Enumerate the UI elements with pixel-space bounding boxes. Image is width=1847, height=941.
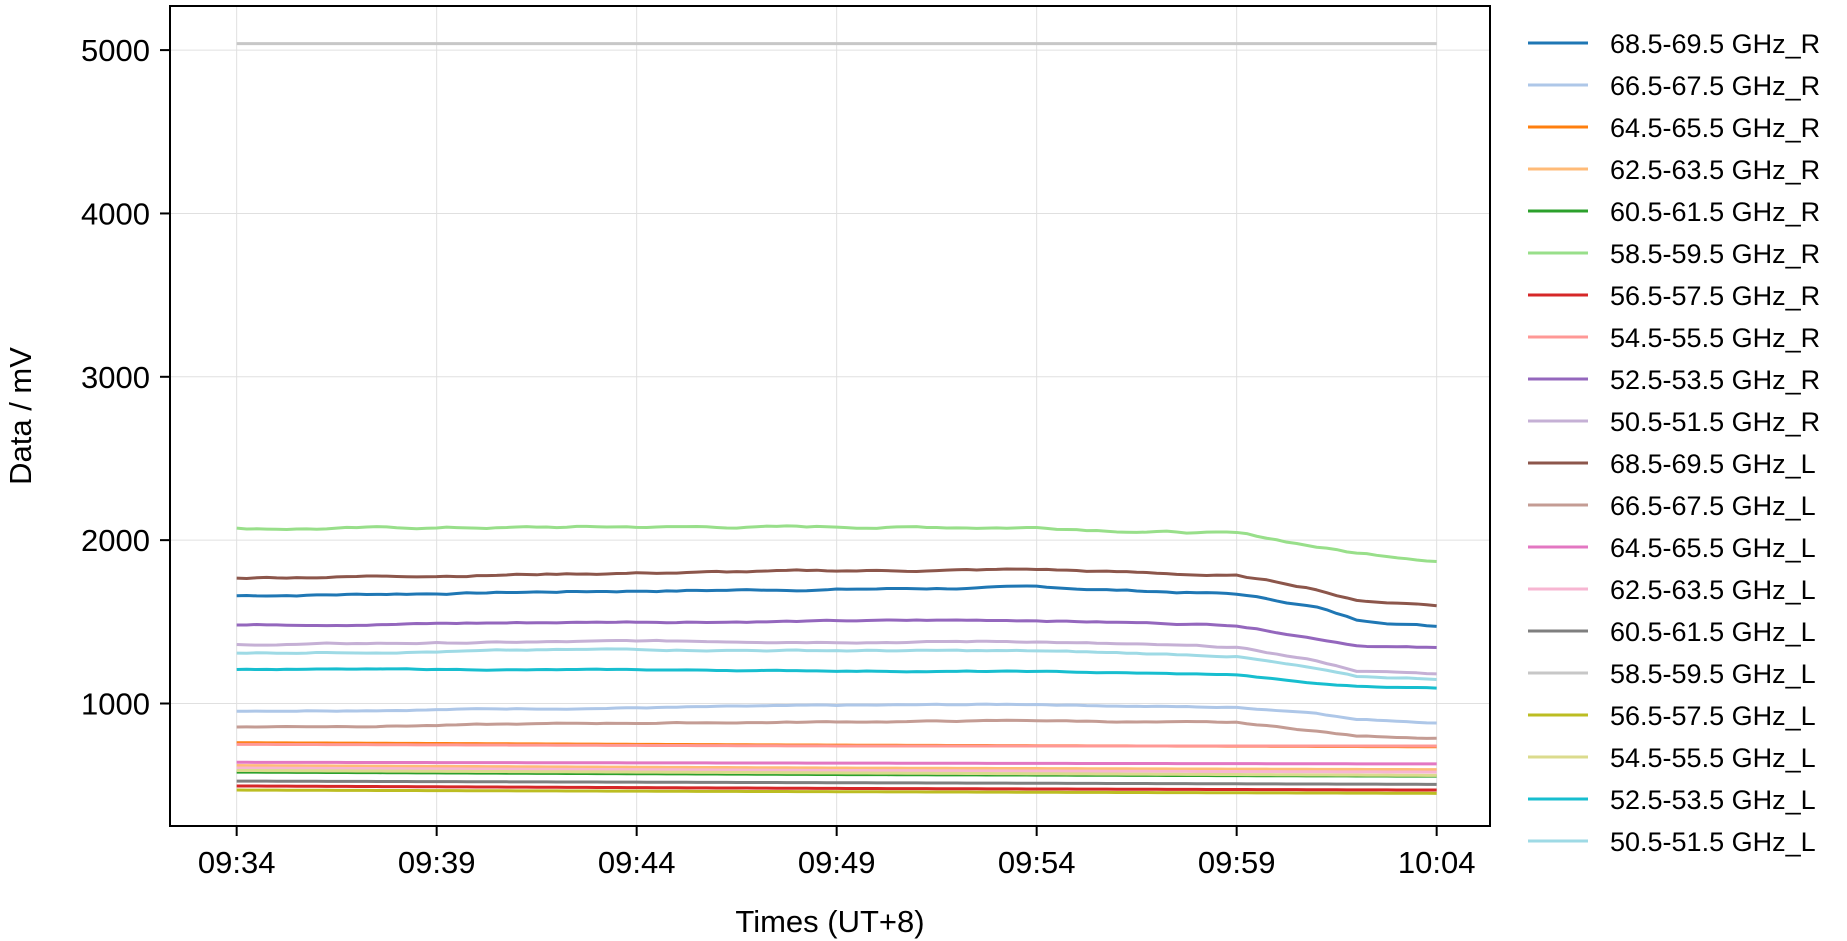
legend-label: 60.5-61.5 GHz_R (1610, 197, 1820, 227)
legend-item: 52.5-53.5 GHz_R (1528, 365, 1820, 395)
legend-item: 50.5-51.5 GHz_L (1528, 827, 1816, 857)
legend-item: 66.5-67.5 GHz_L (1528, 491, 1816, 521)
y-axis: 1000 2000 3000 4000 5000 (81, 33, 170, 721)
series-line-19 (236, 667, 1437, 690)
y-tick-label: 2000 (81, 523, 150, 558)
legend-item: 64.5-65.5 GHz_L (1528, 533, 1816, 563)
x-axis: 09:34 09:39 09:44 09:49 09:54 09:59 10:04 (198, 826, 1476, 880)
grid-lines (170, 6, 1490, 826)
legend-item: 66.5-67.5 GHz_R (1528, 71, 1820, 101)
legend-item: 54.5-55.5 GHz_L (1528, 743, 1816, 773)
series-line-2 (236, 702, 1437, 725)
series-line-13 (236, 760, 1437, 766)
legend-item: 68.5-69.5 GHz_L (1528, 449, 1816, 479)
y-tick-label: 3000 (81, 360, 150, 395)
legend-label: 60.5-61.5 GHz_L (1610, 617, 1816, 647)
series-line-6 (236, 524, 1437, 563)
series-line-8 (236, 742, 1437, 748)
legend-item: 54.5-55.5 GHz_R (1528, 323, 1820, 353)
legend-label: 66.5-67.5 GHz_L (1610, 491, 1816, 521)
legend-label: 68.5-69.5 GHz_R (1610, 29, 1820, 59)
legend-label: 64.5-65.5 GHz_R (1610, 113, 1820, 143)
legend-item: 58.5-59.5 GHz_L (1528, 659, 1816, 689)
legend-label: 54.5-55.5 GHz_L (1610, 743, 1816, 773)
legend-item: 58.5-59.5 GHz_R (1528, 239, 1820, 269)
x-tick-label: 09:39 (398, 845, 476, 880)
series-line-4 (236, 764, 1437, 772)
legend-item: 68.5-69.5 GHz_R (1528, 29, 1820, 59)
series-line-20 (236, 647, 1437, 682)
x-tick-label: 09:44 (598, 845, 676, 880)
series-line-15 (236, 779, 1437, 786)
legend-item: 56.5-57.5 GHz_R (1528, 281, 1820, 311)
y-axis-title: Data / mV (3, 347, 38, 485)
x-tick-label: 09:49 (798, 845, 876, 880)
legend-label: 62.5-63.5 GHz_L (1610, 575, 1816, 605)
series-layer (236, 42, 1437, 795)
legend-item: 62.5-63.5 GHz_R (1528, 155, 1820, 185)
legend-label: 68.5-69.5 GHz_L (1610, 449, 1816, 479)
legend-label: 52.5-53.5 GHz_R (1610, 365, 1820, 395)
legend-label: 58.5-59.5 GHz_R (1610, 239, 1820, 269)
y-tick-label: 5000 (81, 33, 150, 68)
series-line-10 (236, 638, 1437, 676)
legend-label: 52.5-53.5 GHz_L (1610, 785, 1816, 815)
legend-label: 50.5-51.5 GHz_L (1610, 827, 1816, 857)
legend-item: 50.5-51.5 GHz_R (1528, 407, 1820, 437)
legend-item: 64.5-65.5 GHz_R (1528, 113, 1820, 143)
series-line-18 (236, 768, 1437, 777)
legend-item: 60.5-61.5 GHz_R (1528, 197, 1820, 227)
plot-area-frame (169, 5, 1491, 827)
series-line-12 (236, 718, 1437, 740)
y-tick-label: 4000 (81, 196, 150, 231)
legend-label: 66.5-67.5 GHz_R (1610, 71, 1820, 101)
legend: 68.5-69.5 GHz_R 66.5-67.5 GHz_R 64.5-65.5 … (1528, 29, 1820, 857)
y-tick-label: 1000 (81, 686, 150, 721)
legend-label: 64.5-65.5 GHz_L (1610, 533, 1816, 563)
legend-label: 58.5-59.5 GHz_L (1610, 659, 1816, 689)
series-line-11 (236, 567, 1437, 608)
legend-label: 50.5-51.5 GHz_R (1610, 407, 1820, 437)
series-line-7 (236, 784, 1437, 792)
x-axis-title: Times (UT+8) (735, 904, 924, 939)
legend-label: 56.5-57.5 GHz_L (1610, 701, 1816, 731)
x-tick-label: 09:34 (198, 845, 276, 880)
x-tick-label: 10:04 (1398, 845, 1476, 880)
x-tick-label: 09:54 (998, 845, 1076, 880)
series-line-9 (236, 618, 1437, 650)
legend-item: 60.5-61.5 GHz_L (1528, 617, 1816, 647)
legend-item: 62.5-63.5 GHz_L (1528, 575, 1816, 605)
series-line-14 (236, 766, 1437, 774)
legend-label: 56.5-57.5 GHz_R (1610, 281, 1820, 311)
series-line-1 (236, 584, 1437, 628)
series-line-17 (236, 788, 1437, 795)
x-tick-label: 09:59 (1198, 845, 1276, 880)
legend-item: 56.5-57.5 GHz_L (1528, 701, 1816, 731)
legend-item: 52.5-53.5 GHz_L (1528, 785, 1816, 815)
legend-label: 62.5-63.5 GHz_R (1610, 155, 1820, 185)
legend-label: 54.5-55.5 GHz_R (1610, 323, 1820, 353)
